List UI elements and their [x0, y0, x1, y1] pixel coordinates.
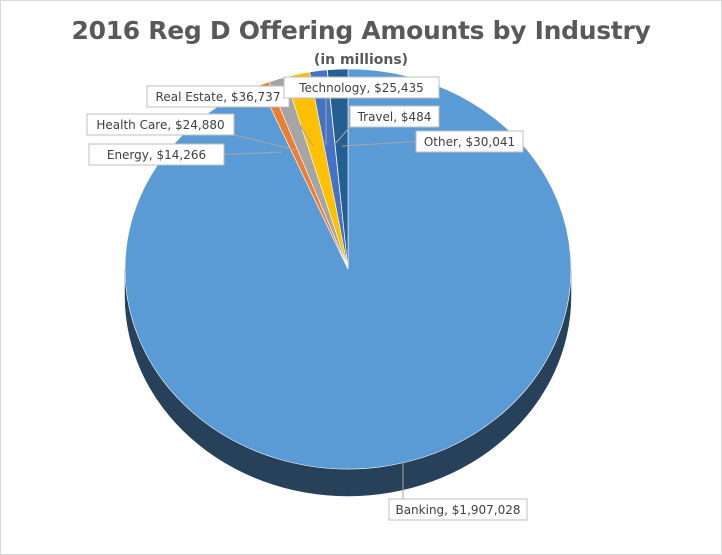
leader-line-other	[341, 141, 417, 147]
data-labels: Banking, $1,907,028 Energy, $14,266 Health…	[86, 76, 528, 521]
data-label-travel: Travel, $484	[357, 110, 432, 124]
data-label-box-banking	[388, 498, 528, 521]
data-label-box-energy	[88, 143, 225, 166]
leader-line-health-care	[233, 134, 297, 151]
leader-line-travel	[333, 126, 351, 146]
data-label-other: Other, $30,041	[424, 135, 515, 149]
data-label-technology: Technology, $25,435	[298, 81, 423, 95]
chart-title: 2016 Reg D Offering Amounts by Industry	[71, 16, 651, 45]
data-label-energy: Energy, $14,266	[107, 148, 206, 162]
chart-subtitle: (in millions)	[313, 52, 409, 68]
data-label-box-other	[415, 130, 524, 153]
pie-slice-other[interactable]	[327, 68, 349, 270]
leader-line-real-estate	[288, 106, 314, 147]
data-label-health-care: Health Care, $24,880	[96, 118, 224, 132]
data-label-real-estate: Real Estate, $36,737	[156, 90, 281, 104]
pie-top-group	[124, 68, 572, 470]
data-label-box-health-care	[86, 113, 235, 136]
data-label-box-technology	[283, 76, 440, 99]
leader-line-energy	[223, 151, 284, 155]
data-label-box-travel	[349, 105, 440, 128]
data-label-banking: Banking, $1,907,028	[395, 503, 520, 517]
